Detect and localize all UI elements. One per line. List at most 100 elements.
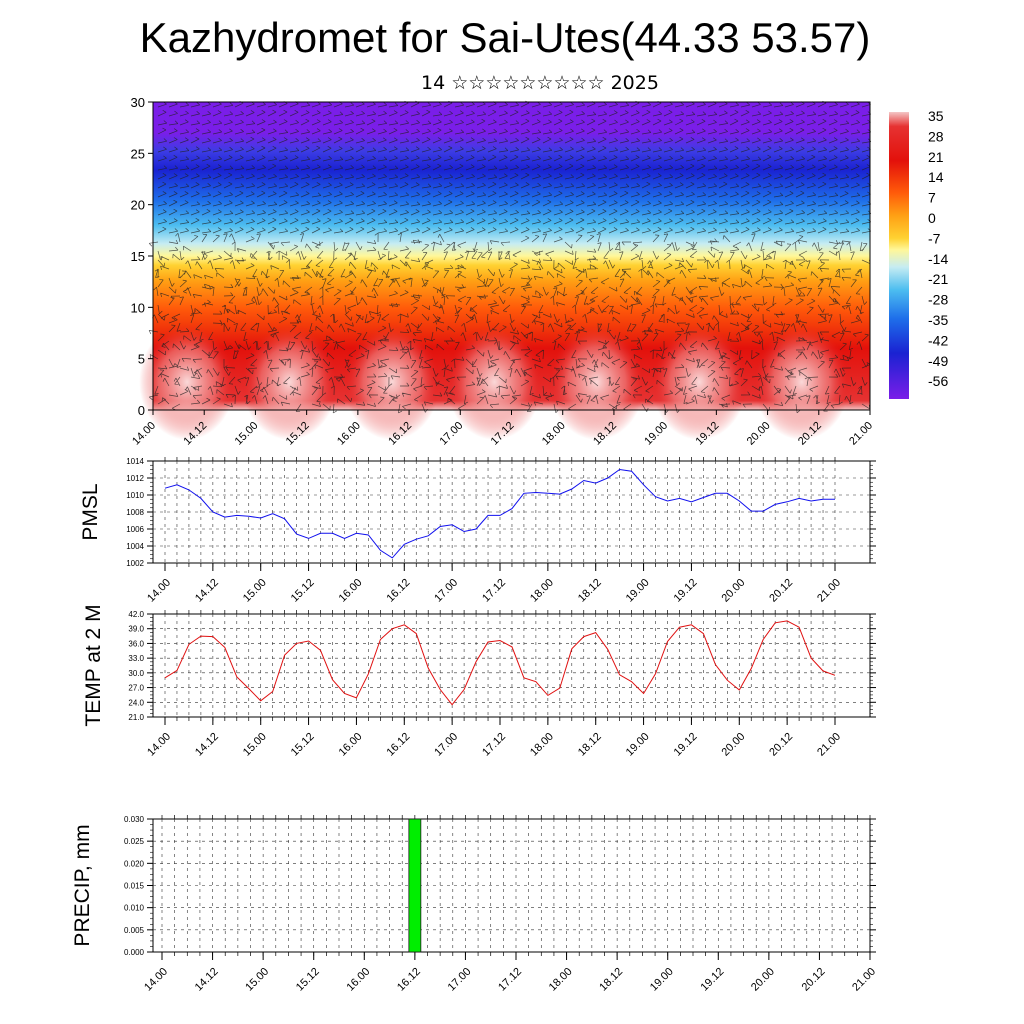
heatmap-y-tick-label: 25 (131, 146, 145, 161)
temp-2m-panel: 21.0 24.0 27.0 30.0 33.0 36.0 39.0 42.0 14.00 14.… (82, 604, 876, 759)
pmsl-x-tick-label: 18.00 (528, 577, 556, 605)
temp-y-tick-label: 27.0 (128, 684, 144, 693)
precip-y-tick-label: 0.010 (124, 904, 145, 913)
colorbar-scale (889, 112, 909, 399)
heatmap-y-tick-label: 30 (131, 95, 145, 110)
wind-barbs (148, 100, 872, 414)
temp-series-line (164, 620, 836, 706)
pmsl-y-tick-label: 1002 (126, 559, 144, 568)
temp-x-tick-label: 16.00 (337, 731, 365, 759)
precip-y-tick-label: 0.025 (124, 837, 145, 846)
precip-x-tick-label: 17.12 (496, 966, 524, 994)
pmsl-panel: 1002 1004 1006 1008 1010 1012 1014 14.00 14.12 15… (79, 457, 876, 605)
pmsl-x-tick-label: 16.12 (384, 577, 412, 605)
warm-surface-cell (241, 324, 338, 440)
heatmap-y-tick-label: 0 (138, 403, 145, 418)
pmsl-x-tick-label: 15.12 (289, 577, 317, 605)
pmsl-x-tick-label: 17.12 (480, 577, 508, 605)
colorbar-label: 14 (928, 169, 944, 185)
precip-x-tick-label: 16.12 (395, 966, 423, 994)
pmsl-x-tick-label: 14.12 (193, 577, 221, 605)
pmsl-series-line (164, 468, 835, 559)
pmsl-y-tick-label: 1010 (126, 491, 144, 500)
colorbar-label: -56 (928, 373, 948, 389)
precip-panel: 0.000 0.005 0.010 0.015 0.020 0.025 0.030 14.00… (71, 815, 878, 994)
warm-surface-cell (548, 324, 645, 440)
colorbar-label: -7 (928, 230, 941, 246)
heatmap-y-tick-label: 5 (138, 352, 145, 367)
temp-x-tick-label: 18.12 (576, 731, 604, 759)
heatmap-x-tick-label: 21.00 (847, 420, 875, 448)
colorbar-label: -21 (928, 271, 948, 287)
precip-x-tick-label: 19.12 (698, 966, 726, 994)
temp-y-tick-label: 21.0 (128, 713, 144, 722)
precip-x-tick-label: 19.00 (648, 966, 676, 994)
precip-y-tick-label: 0.020 (124, 859, 145, 868)
temp-x-tick-label: 15.12 (289, 731, 317, 759)
heatmap-y-tick-label: 15 (131, 249, 145, 264)
pmsl-x-tick-label: 20.12 (767, 577, 795, 605)
precip-y-tick-label: 0.000 (124, 948, 145, 957)
colorbar-label: 0 (928, 210, 936, 226)
temp-y-tick-label: 42.0 (128, 610, 144, 619)
temp-x-tick-label: 16.12 (384, 731, 412, 759)
precip-x-tick-label: 15.00 (243, 966, 271, 994)
pmsl-x-tick-label: 17.00 (432, 577, 460, 605)
precip-x-tick-label: 18.12 (597, 966, 625, 994)
pmsl-x-tick-label: 20.00 (719, 577, 747, 605)
pmsl-x-tick-label: 16.00 (337, 577, 365, 605)
temp-x-tick-label: 17.12 (480, 731, 508, 759)
temp-x-tick-label: 20.00 (719, 731, 747, 759)
colorbar-label: 7 (928, 190, 936, 206)
temp-y-tick-label: 39.0 (128, 625, 144, 634)
temp-y-tick-label: 36.0 (128, 639, 144, 648)
pmsl-y-tick-label: 1008 (126, 508, 144, 517)
precip-y-tick-label: 0.015 (124, 882, 145, 891)
pmsl-x-tick-label: 19.00 (624, 577, 652, 605)
temp-y-tick-label: 33.0 (128, 654, 144, 663)
temp-x-tick-label: 14.12 (193, 731, 221, 759)
precip-x-tick-label: 14.12 (193, 966, 221, 994)
colorbar-label: -42 (928, 332, 948, 348)
temp-x-tick-label: 21.00 (815, 731, 843, 759)
page-subtitle: 14 ☆☆☆☆☆☆☆☆☆ 2025 (421, 72, 659, 94)
precip-x-tick-label: 17.00 (446, 966, 474, 994)
colorbar-label: -49 (928, 353, 948, 369)
precip-x-tick-label: 15.12 (294, 966, 322, 994)
precip-x-tick-label: 14.00 (142, 966, 170, 994)
pmsl-y-tick-label: 1004 (126, 542, 144, 551)
temp-x-tick-label: 19.12 (672, 731, 700, 759)
precip-y-tick-label: 0.005 (124, 926, 145, 935)
pmsl-x-tick-label: 21.00 (815, 577, 843, 605)
temp-x-tick-label: 20.12 (767, 731, 795, 759)
colorbar-label: 28 (928, 128, 944, 144)
warm-surface-cell (139, 324, 236, 440)
warm-surface-cell (446, 324, 543, 440)
colorbar: 35 28 21 14 7 0 -7 -14 -21 -28 -35 -42 -49 -56 (889, 108, 948, 399)
temp-x-tick-label: 15.00 (241, 731, 269, 759)
pmsl-x-tick-label: 14.00 (145, 577, 173, 605)
temp-x-tick-label: 19.00 (624, 731, 652, 759)
precip-x-tick-label: 18.00 (547, 966, 575, 994)
pmsl-x-tick-label: 19.12 (672, 577, 700, 605)
temp-x-tick-label: 17.00 (432, 731, 460, 759)
precip-ylabel: PRECIP, mm (71, 824, 94, 946)
temp-ylabel: TEMP at 2 M (82, 604, 105, 726)
pmsl-y-tick-label: 1012 (126, 474, 144, 483)
heatmap-y-tick-label: 10 (131, 300, 145, 315)
pmsl-ylabel: PMSL (79, 483, 102, 540)
precip-x-tick-label: 16.00 (344, 966, 372, 994)
precip-x-tick-label: 20.12 (800, 966, 828, 994)
colorbar-label: -35 (928, 312, 948, 328)
pmsl-x-tick-label: 18.12 (576, 577, 604, 605)
colorbar-label: 21 (928, 149, 944, 165)
colorbar-label: 35 (928, 108, 944, 124)
pmsl-x-tick-label: 15.00 (241, 577, 269, 605)
precip-y-tick-label: 0.030 (124, 815, 145, 824)
temp-y-tick-label: 30.0 (128, 669, 144, 678)
precip-x-tick-label: 21.00 (850, 966, 878, 994)
precip-x-tick-label: 20.00 (749, 966, 777, 994)
temp-x-tick-label: 14.00 (145, 731, 173, 759)
temp-x-tick-label: 18.00 (528, 731, 556, 759)
